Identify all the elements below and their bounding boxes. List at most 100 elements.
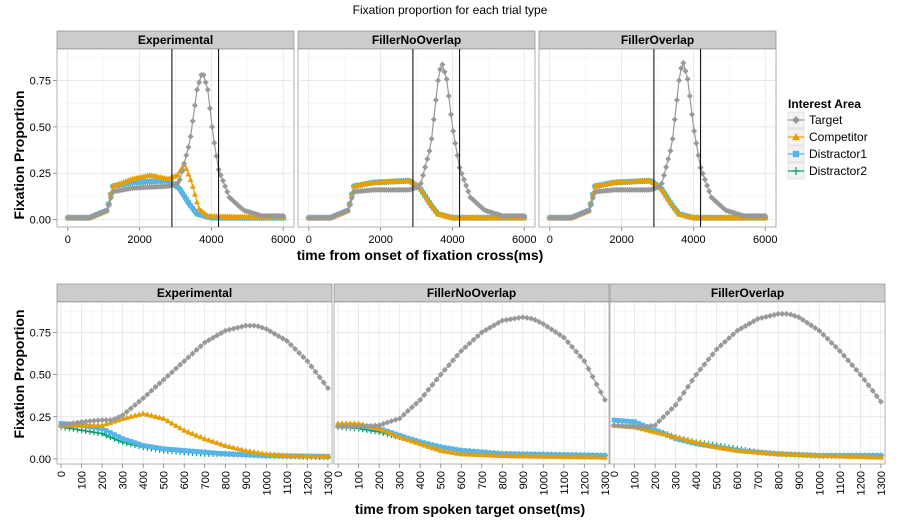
data-point xyxy=(105,202,112,209)
data-point xyxy=(474,451,481,457)
data-point xyxy=(425,443,432,449)
data-point xyxy=(791,451,798,457)
top-facet-group: Experimental 0 2000 4000 6000 0.00 0.25 0.50 0.7… xyxy=(11,30,777,263)
data-point xyxy=(445,362,452,369)
data-point xyxy=(426,199,433,205)
data-point xyxy=(437,66,444,73)
data-point xyxy=(82,427,89,434)
data-point xyxy=(196,79,203,86)
data-point xyxy=(452,140,459,147)
data-point xyxy=(680,59,687,66)
data-point xyxy=(787,451,794,457)
data-point xyxy=(836,452,843,459)
data-point xyxy=(173,422,180,428)
data-point xyxy=(193,432,200,438)
data-point xyxy=(631,423,638,430)
data-point xyxy=(304,452,311,459)
data-point xyxy=(116,434,121,440)
data-point xyxy=(255,449,262,455)
data-point xyxy=(120,436,126,442)
data-point xyxy=(185,144,192,151)
data-point xyxy=(742,322,749,329)
strip-label: Experimental xyxy=(157,286,232,300)
data-point xyxy=(363,423,370,430)
data-point xyxy=(152,384,159,391)
data-point xyxy=(197,434,204,440)
data-point xyxy=(589,373,596,380)
y-tick-label: 0.75 xyxy=(30,76,51,88)
x-tick-label: 700 xyxy=(200,471,212,489)
data-point xyxy=(202,79,209,86)
data-point xyxy=(419,172,426,179)
facet-panel-filleroverlap: FillerOverlap 0 100 200 300 400 500 600 700 800 90… xyxy=(609,283,888,495)
data-point xyxy=(181,358,188,365)
data-point xyxy=(279,335,286,342)
data-point xyxy=(178,168,185,175)
data-point xyxy=(169,447,175,452)
data-point xyxy=(115,414,122,421)
x-tick-label: 800 xyxy=(220,471,232,489)
data-point xyxy=(454,352,461,359)
data-point xyxy=(441,68,448,75)
data-point xyxy=(421,391,428,398)
data-point xyxy=(201,339,208,346)
x-tick-label: 500 xyxy=(436,471,448,489)
data-point xyxy=(495,319,502,326)
x-tick-label: 400 xyxy=(138,471,150,489)
data-point xyxy=(202,449,208,455)
data-point xyxy=(865,453,872,460)
data-point xyxy=(470,336,477,343)
data-point xyxy=(283,337,290,344)
data-point xyxy=(585,365,592,372)
data-point xyxy=(767,312,774,319)
y-tick-label: 0.50 xyxy=(30,122,51,134)
data-point xyxy=(131,401,138,408)
x-tick-label: 6000 xyxy=(271,234,295,246)
data-point xyxy=(454,447,460,453)
data-point xyxy=(738,325,745,332)
data-point xyxy=(140,443,146,448)
x-tick-label: 200 xyxy=(97,471,109,489)
x-tick-label: 0 xyxy=(56,471,68,477)
data-point xyxy=(136,441,142,447)
data-point xyxy=(682,68,689,75)
data-point xyxy=(771,450,778,456)
data-point xyxy=(185,428,192,435)
data-point xyxy=(287,341,294,348)
data-point xyxy=(396,434,403,440)
data-point xyxy=(351,423,358,430)
data-point xyxy=(601,454,608,460)
data-point xyxy=(499,317,506,324)
data-point xyxy=(808,451,815,458)
data-point xyxy=(528,453,535,459)
facet-panel-experimental: Experimental 0 100 200 300 400 500 600 700 800 900… xyxy=(30,283,335,495)
data-point xyxy=(312,368,319,375)
data-point xyxy=(742,448,749,454)
data-point xyxy=(820,331,827,338)
data-point xyxy=(746,448,753,454)
series-competitor xyxy=(58,410,331,459)
data-point xyxy=(511,452,518,459)
data-point xyxy=(404,436,411,443)
data-point xyxy=(569,453,576,460)
series-target xyxy=(335,314,608,430)
data-point xyxy=(701,441,708,447)
data-point xyxy=(176,176,183,183)
data-point xyxy=(66,420,73,427)
data-point xyxy=(437,447,444,453)
data-point xyxy=(548,453,555,459)
data-point xyxy=(665,156,672,163)
data-point xyxy=(660,172,667,179)
legend-label: Distractor2 xyxy=(809,164,867,178)
data-point xyxy=(189,430,196,437)
data-point xyxy=(697,440,704,446)
data-point xyxy=(668,432,675,439)
data-point xyxy=(424,196,431,202)
x-tick-label: 0 xyxy=(306,234,312,246)
data-point xyxy=(676,77,683,84)
data-point xyxy=(230,444,237,450)
legend-entry-competitor: Competitor xyxy=(787,128,868,146)
x-tick-label: 100 xyxy=(630,471,642,489)
grid-lines xyxy=(539,49,776,227)
